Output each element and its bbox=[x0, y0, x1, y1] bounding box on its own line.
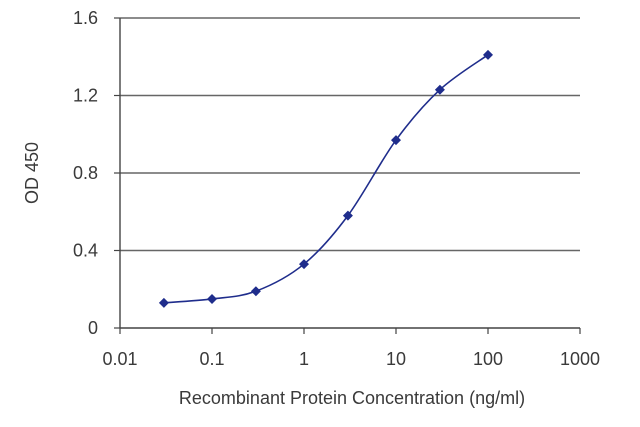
y-tick-label: 0.8 bbox=[73, 163, 98, 183]
x-axis-title: Recombinant Protein Concentration (ng/ml… bbox=[179, 388, 525, 408]
series-line bbox=[163, 54, 489, 304]
axes bbox=[114, 17, 581, 334]
x-tick-label: 1000 bbox=[560, 349, 600, 369]
y-tick-label: 0 bbox=[88, 318, 98, 338]
data-point bbox=[299, 259, 309, 270]
data-point bbox=[342, 210, 353, 221]
y-tick-labels: 0 0.4 0.8 1.2 1.6 bbox=[73, 8, 98, 338]
x-tick-label: 0.1 bbox=[199, 349, 224, 369]
x-tick-label: 1 bbox=[299, 349, 309, 369]
data-point bbox=[207, 293, 217, 304]
data-point bbox=[483, 49, 493, 60]
y-axis-title: OD 450 bbox=[22, 142, 42, 204]
x-tick-label: 100 bbox=[473, 349, 503, 369]
x-tick-label: 10 bbox=[386, 349, 406, 369]
data-points bbox=[158, 49, 493, 308]
data-point bbox=[158, 297, 169, 308]
x-tick-label: 0.01 bbox=[102, 349, 137, 369]
y-tick-label: 1.6 bbox=[73, 8, 98, 28]
x-tick-labels: 0.01 0.1 1 10 100 1000 bbox=[102, 349, 600, 369]
data-point bbox=[250, 286, 261, 297]
y-tick-label: 1.2 bbox=[73, 86, 98, 106]
y-tick-label: 0.4 bbox=[73, 241, 98, 261]
grid-lines bbox=[120, 17, 580, 252]
data-point bbox=[391, 135, 401, 146]
data-point bbox=[434, 84, 445, 95]
